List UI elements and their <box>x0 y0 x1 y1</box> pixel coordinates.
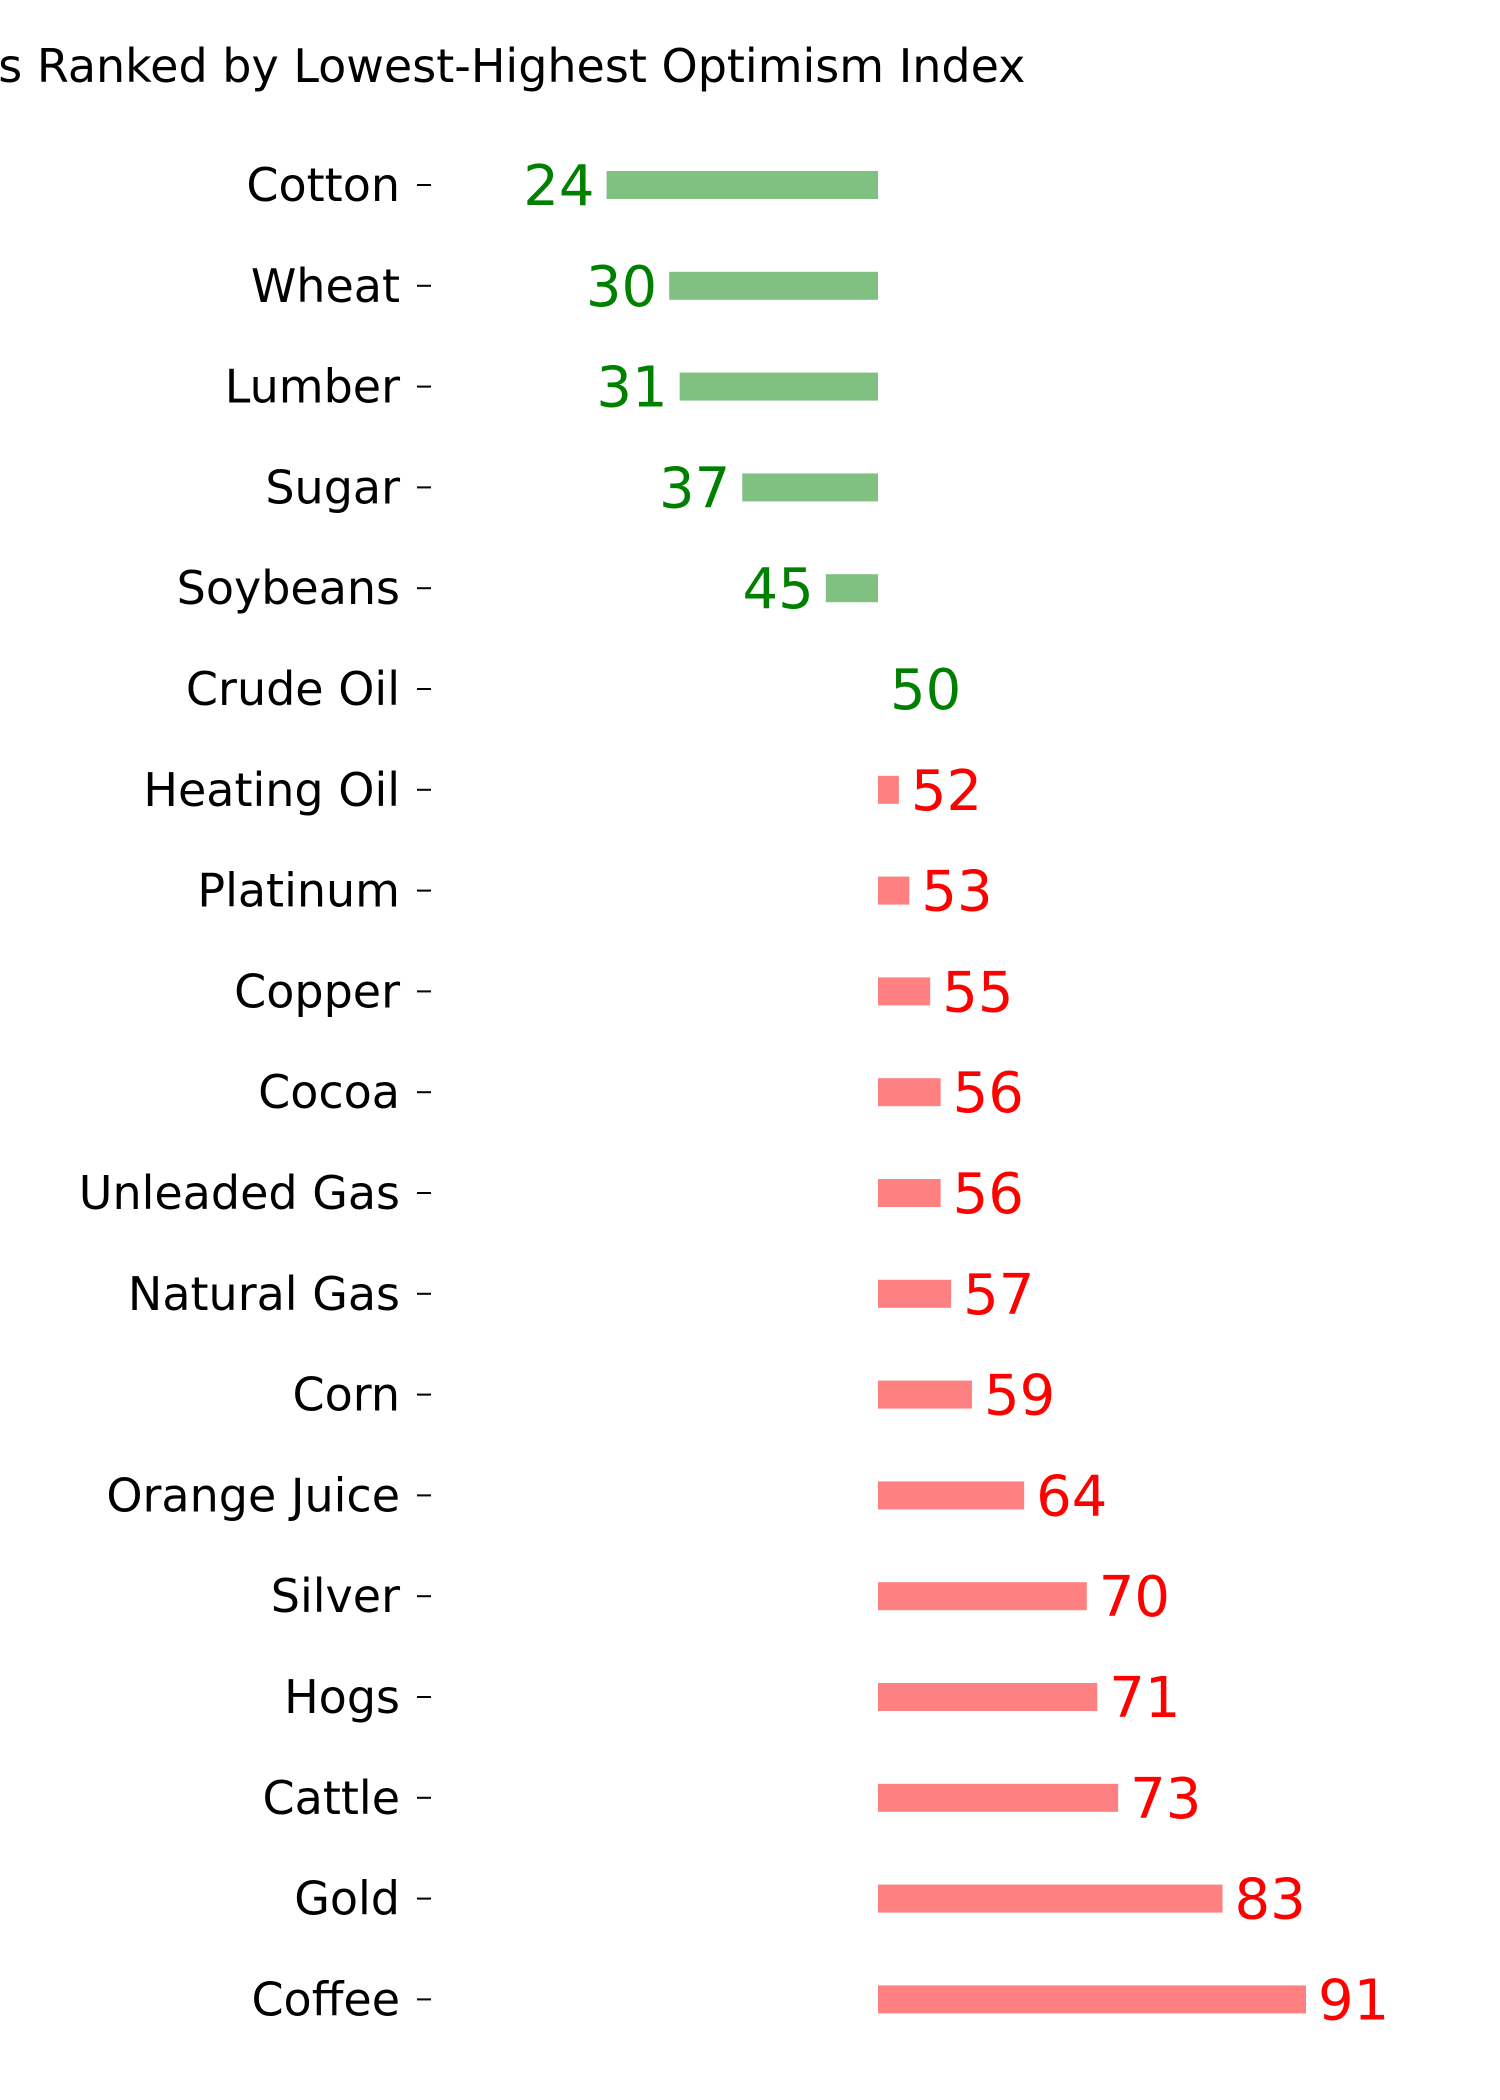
value-label: 30 <box>586 255 657 320</box>
category-label: Lumber <box>225 360 400 414</box>
value-label: 59 <box>984 1364 1055 1429</box>
category-label: Platinum <box>197 864 400 918</box>
value-label: 56 <box>953 1162 1024 1227</box>
value-label: 71 <box>1109 1666 1180 1731</box>
value-label: 83 <box>1235 1868 1306 1933</box>
bar <box>825 574 878 603</box>
value-label: 52 <box>911 759 982 824</box>
category-label: Cattle <box>263 1771 400 1825</box>
category-label: Unleaded Gas <box>79 1166 400 1220</box>
value-label: 57 <box>963 1263 1034 1328</box>
bar <box>742 473 878 502</box>
chart-rows: Cotton 24 Wheat 30 Lumber 31 Sugar 37 Soybeans 45… <box>79 154 1390 2033</box>
value-label: 91 <box>1318 1968 1389 2033</box>
category-label: Silver <box>271 1569 400 1623</box>
bar <box>878 977 931 1006</box>
bar <box>679 372 878 401</box>
bar <box>878 1078 941 1107</box>
category-label: Sugar <box>265 460 400 514</box>
category-label: Soybeans <box>177 561 400 615</box>
bar <box>878 1481 1025 1510</box>
value-label: 56 <box>953 1061 1024 1126</box>
value-label: 64 <box>1036 1464 1107 1529</box>
category-label: Coffee <box>251 1972 400 2026</box>
bar <box>878 1582 1087 1611</box>
value-label: 55 <box>942 960 1013 1025</box>
category-label: Cocoa <box>258 1065 400 1119</box>
bar <box>878 1985 1307 2014</box>
bar <box>878 1279 952 1308</box>
value-label: 37 <box>659 456 730 521</box>
bar <box>878 1683 1098 1711</box>
bar <box>878 1179 941 1207</box>
value-label: 31 <box>596 356 667 421</box>
category-label: Copper <box>234 964 400 1018</box>
category-label: Gold <box>294 1872 400 1926</box>
bar <box>878 1380 972 1409</box>
value-label: 50 <box>890 658 961 723</box>
category-label: Orange Juice <box>106 1468 400 1522</box>
category-label: Crude Oil <box>186 662 400 716</box>
value-label: 73 <box>1130 1767 1201 1832</box>
category-label: Corn <box>292 1368 400 1422</box>
bar <box>878 876 910 905</box>
category-label: Cotton <box>246 158 400 212</box>
bar <box>878 1884 1223 1913</box>
chart-title: es Ranked by Lowest-Highest Optimism Ind… <box>0 39 1025 93</box>
category-label: Natural Gas <box>128 1267 400 1321</box>
bar <box>669 271 878 300</box>
bar <box>878 1783 1119 1812</box>
bar <box>878 775 899 804</box>
value-label: 24 <box>523 154 594 219</box>
category-label: Hogs <box>284 1670 400 1724</box>
category-label: Heating Oil <box>143 763 400 817</box>
category-label: Wheat <box>251 259 400 313</box>
value-label: 45 <box>743 557 814 622</box>
value-label: 53 <box>921 860 992 925</box>
value-label: 70 <box>1099 1565 1170 1630</box>
bar <box>606 171 878 199</box>
